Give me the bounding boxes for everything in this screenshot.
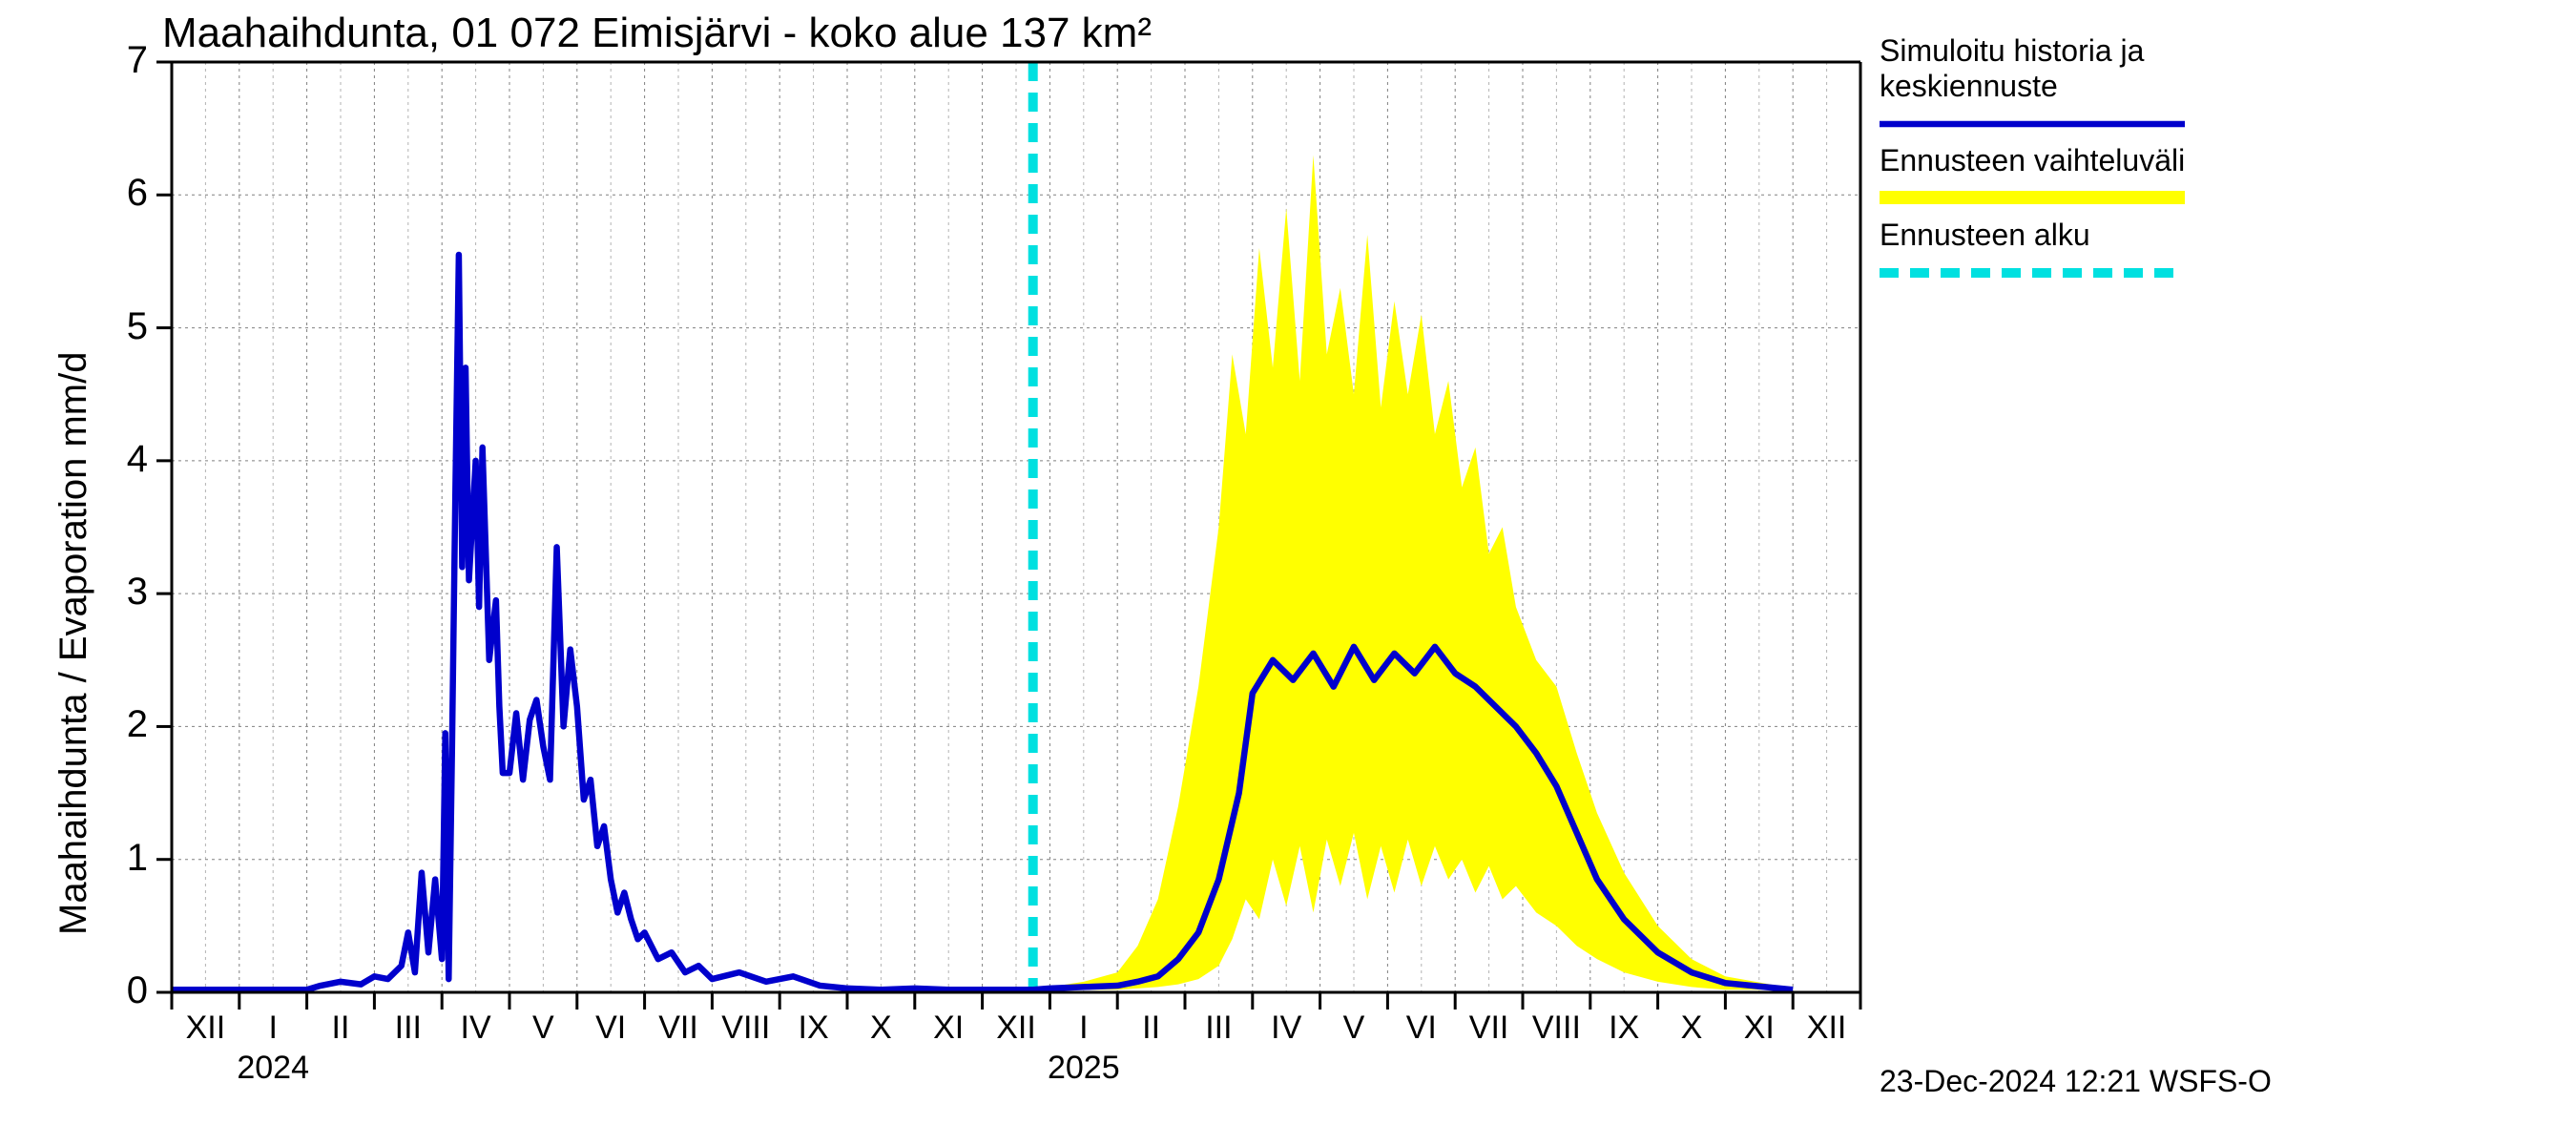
- x-tick-label: III: [395, 1010, 422, 1047]
- x-tick-label: VI: [595, 1010, 626, 1047]
- x-tick-label: III: [1205, 1010, 1232, 1047]
- x-tick-label: VIII: [721, 1010, 770, 1047]
- y-tick-label: 3: [95, 571, 148, 614]
- legend-swatch: [1880, 116, 2185, 132]
- y-tick-label: 0: [95, 969, 148, 1012]
- x-tick-label: IV: [461, 1010, 491, 1047]
- y-tick-label: 1: [95, 837, 148, 880]
- y-tick-label: 7: [95, 39, 148, 82]
- legend-text: Ennusteen vaihteluväli: [1880, 143, 2185, 178]
- legend: Simuloitu historia jakeskiennuste Ennuste…: [1880, 33, 2185, 292]
- year-label: 2024: [237, 1050, 309, 1087]
- x-tick-label: XI: [933, 1010, 964, 1047]
- y-tick-label: 5: [95, 305, 148, 348]
- legend-swatch: [1880, 191, 2185, 206]
- legend-main: Simuloitu historia jakeskiennuste: [1880, 33, 2185, 139]
- x-tick-label: XII: [996, 1010, 1036, 1047]
- year-label: 2025: [1048, 1050, 1120, 1087]
- x-tick-label: V: [532, 1010, 554, 1047]
- y-tick-label: 6: [95, 172, 148, 215]
- x-tick-label: X: [870, 1010, 892, 1047]
- legend-swatch: [1880, 265, 2185, 281]
- legend-range: Ennusteen vaihteluväli: [1880, 143, 2185, 214]
- chart-plot: [0, 0, 2576, 1145]
- x-tick-label: XI: [1744, 1010, 1775, 1047]
- legend-text: Simuloitu historia ja: [1880, 33, 2185, 69]
- y-tick-label: 2: [95, 703, 148, 746]
- x-tick-label: X: [1681, 1010, 1703, 1047]
- x-tick-label: II: [332, 1010, 350, 1047]
- x-tick-label: VII: [658, 1010, 698, 1047]
- x-tick-label: IX: [799, 1010, 829, 1047]
- legend-text: keskiennuste: [1880, 69, 2185, 104]
- x-tick-label: VIII: [1532, 1010, 1581, 1047]
- x-tick-label: VI: [1406, 1010, 1437, 1047]
- x-tick-label: IV: [1271, 1010, 1301, 1047]
- x-tick-label: VII: [1469, 1010, 1509, 1047]
- x-tick-label: XII: [1807, 1010, 1847, 1047]
- x-tick-label: I: [1079, 1010, 1088, 1047]
- x-tick-label: XII: [186, 1010, 226, 1047]
- legend-text: Ennusteen alku: [1880, 218, 2185, 253]
- y-tick-label: 4: [95, 438, 148, 481]
- x-tick-label: I: [268, 1010, 277, 1047]
- footer-timestamp: 23-Dec-2024 12:21 WSFS-O: [1880, 1064, 2272, 1099]
- x-tick-label: V: [1343, 1010, 1365, 1047]
- legend-forecast-start: Ennusteen alku: [1880, 218, 2185, 288]
- x-tick-label: IX: [1609, 1010, 1639, 1047]
- x-tick-label: II: [1142, 1010, 1160, 1047]
